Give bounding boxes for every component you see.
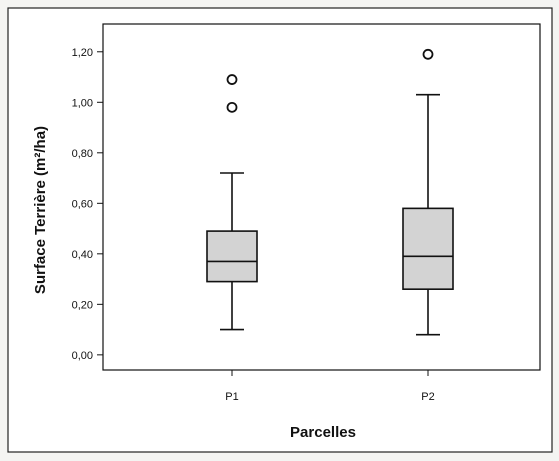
x-tick-label: P2 (421, 391, 434, 403)
y-tick-label: 0,20 (72, 299, 93, 311)
outlier-point (226, 74, 238, 85)
y-tick-label: 0,40 (72, 249, 93, 261)
y-axis: 0,00 0,20 0,40 0,60 0,80 1,00 1,20 (72, 47, 103, 362)
x-tick-label: P1 (225, 391, 238, 403)
y-tick-label: 0,60 (72, 198, 93, 210)
plot-area (102, 23, 541, 371)
box-iqr (402, 207, 454, 290)
x-axis: P1 P2 (225, 370, 435, 403)
box-group (206, 48, 454, 336)
y-tick-label: 1,00 (72, 97, 93, 109)
y-tick-label: 0,00 (72, 350, 93, 362)
outlier-point (226, 101, 238, 113)
y-tick-label: 1,20 (72, 47, 93, 59)
x-axis-label: Parcelles (290, 424, 356, 441)
outlier-point (422, 48, 434, 60)
y-tick-label: 0,80 (72, 148, 93, 160)
box-iqr (206, 230, 258, 283)
y-axis-label: Surface Terrière (m²/ha) (32, 126, 49, 294)
